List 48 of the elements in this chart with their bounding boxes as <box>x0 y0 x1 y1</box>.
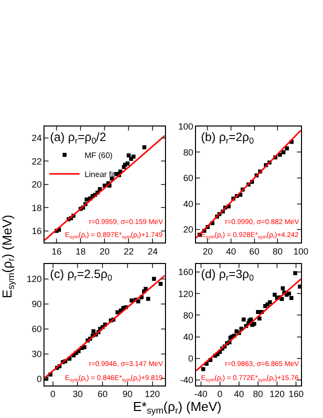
x-tick-label: 90 <box>122 389 132 400</box>
x-tick-label: 160 <box>288 389 304 400</box>
y-tick-label: 24 <box>32 133 42 144</box>
x-tick-label: 120 <box>144 389 160 400</box>
x-tick-label: 60 <box>249 246 260 256</box>
y-tick-label: 40 <box>183 332 194 342</box>
x-tick-label: 120 <box>270 389 285 400</box>
y-tick-label: 40 <box>183 198 194 209</box>
x-tick-label: 80 <box>272 246 283 256</box>
x-tick-label: -40 <box>194 389 208 400</box>
x-tick-label: 24 <box>148 246 158 256</box>
y-tick-label: 100 <box>178 122 194 132</box>
x-tick-label: 100 <box>293 246 308 256</box>
y-tick-label: 22 <box>32 156 42 166</box>
x-tick-label: 60 <box>98 389 108 400</box>
y-tick-label: 20 <box>32 180 42 190</box>
y-tick-label: 18 <box>32 202 42 213</box>
y-tick-label: 90 <box>32 299 42 310</box>
y-tick-label: 30 <box>32 348 42 359</box>
x-tick-label: 0 <box>217 389 222 400</box>
chart-title: (a) ρ$_{r}$=ρ$_{0}$/2 <box>50 130 106 146</box>
y-tick-label: 60 <box>32 324 42 334</box>
y-tick-label: -40 <box>180 375 194 386</box>
x-tick-label: 40 <box>226 246 236 256</box>
y-tick-label: 80 <box>183 147 194 158</box>
x-tick-label: 18 <box>76 246 86 256</box>
x-tick-label: 40 <box>234 389 244 400</box>
y-tick-label: 120 <box>26 274 42 284</box>
x-tick-label: 22 <box>124 246 134 256</box>
x-tick-label: 16 <box>52 246 62 256</box>
x-tick-label: 80 <box>253 389 264 400</box>
y-tick-label: 120 <box>178 288 194 299</box>
y-tick-label: 60 <box>183 173 194 184</box>
y-tick-label: 80 <box>183 310 194 320</box>
x-tick-label: 0 <box>50 389 56 400</box>
y-tick-label: 160 <box>178 267 194 278</box>
y-tick-label: 0 <box>36 374 42 384</box>
x-tick-label: 30 <box>72 389 83 400</box>
x-tick-label: 20 <box>202 246 213 256</box>
y-tick-label: 20 <box>183 224 194 235</box>
chart-title: (c) ρ$_{r}$=2.5ρ$_{0}$ <box>50 267 112 283</box>
chart-title: (d) ρ$_{r}$=3ρ$_{0}$ <box>201 267 254 283</box>
x-axis-title: E*$_{sym}$(ρ$_{r}$) (MeV) <box>133 399 222 416</box>
chart-title: (b) ρ$_{r}$=2ρ$_{0}$ <box>201 130 254 146</box>
y-tick-label: 0 <box>188 354 194 364</box>
legend-label: MF (60) <box>84 150 113 160</box>
x-tick-label: 20 <box>100 246 110 256</box>
y-tick-label: 16 <box>32 226 42 236</box>
